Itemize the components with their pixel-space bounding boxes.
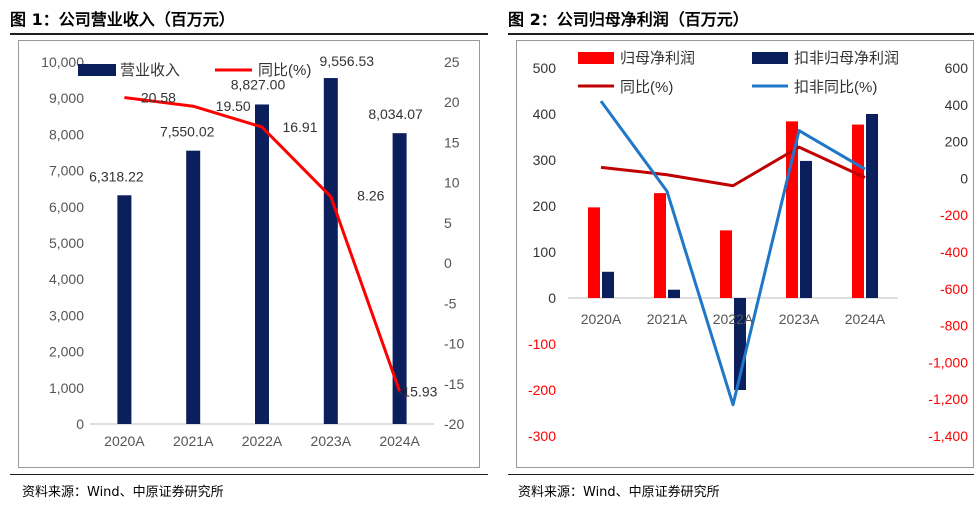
fig1-right-tick-label: 20	[444, 94, 460, 110]
fig1-bar-data-label: 9,556.53	[320, 53, 375, 69]
figure2-title-rule	[508, 33, 974, 35]
fig2-left-tick-label: -300	[528, 428, 556, 444]
fig1-line-data-label: -15.93	[398, 383, 438, 399]
figure1-bottom-rule	[10, 474, 488, 475]
fig2-right-tick-label: 0	[960, 170, 968, 186]
fig2-legend-label-yoy: 同比(%)	[620, 79, 673, 96]
fig1-right-tick-label: 25	[444, 54, 460, 70]
fig2-bar-net-profit-deducted	[866, 114, 878, 298]
fig2-category-label: 2022A	[713, 311, 754, 327]
fig1-left-tick-label: 7,000	[49, 163, 84, 179]
fig1-line-data-label: 16.91	[282, 119, 317, 135]
fig1-right-tick-label: 5	[444, 215, 452, 231]
fig1-legend-swatch-revenue	[78, 64, 116, 76]
fig1-right-tick-label: -10	[444, 336, 464, 352]
fig2-bar-net-profit-deducted	[602, 271, 614, 298]
figure1-title-rule	[10, 33, 488, 35]
fig2-left-tick-label: -100	[528, 336, 556, 352]
fig2-category-label: 2020A	[581, 311, 622, 327]
fig1-bar-revenue	[255, 104, 269, 425]
fig1-left-tick-label: 0	[76, 416, 84, 432]
fig2-bar-net-profit	[588, 207, 600, 298]
fig1-right-tick-label: 10	[444, 175, 460, 191]
figure2-bottom-rule	[508, 474, 974, 475]
fig1-right-tick-label: 0	[444, 255, 452, 271]
fig1-right-tick-label: -20	[444, 416, 464, 432]
figure1-source: 资料来源：Wind、中原证券研究所	[22, 485, 224, 500]
fig1-category-label: 2021A	[173, 433, 214, 449]
fig1-line-data-label: 20.58	[141, 90, 176, 106]
fig1-left-tick-label: 9,000	[49, 90, 84, 106]
fig1-category-label: 2020A	[104, 433, 145, 449]
fig1-category-label: 2023A	[311, 433, 352, 449]
fig1-line-data-label: 8.26	[357, 188, 384, 204]
fig2-line-yoy	[600, 145, 866, 188]
fig2-right-tick-label: -200	[940, 207, 968, 223]
fig2-bar-net-profit-deducted	[800, 160, 812, 298]
fig1-legend-label-revenue: 营业收入	[120, 62, 180, 79]
fig1-left-tick-label: 10,000	[41, 54, 84, 70]
fig2-left-tick-label: -200	[528, 382, 556, 398]
fig2-left-tick-label: 200	[533, 198, 557, 214]
fig1-bar-data-label: 8,034.07	[368, 106, 423, 122]
figure1-frame	[18, 40, 480, 468]
fig1-line-data-label: 19.50	[216, 98, 251, 114]
figure2-source: 资料来源：Wind、中原证券研究所	[518, 485, 720, 500]
fig1-right-tick-label: -5	[444, 295, 457, 311]
fig2-legend-swatch-net-profit	[578, 52, 614, 64]
fig1-left-tick-label: 2,000	[49, 344, 84, 360]
fig2-category-label: 2021A	[647, 311, 688, 327]
fig1-bar-data-label: 6,318.22	[89, 168, 144, 184]
fig2-bar-net-profit-deducted	[668, 289, 680, 298]
fig1-left-tick-label: 1,000	[49, 380, 84, 396]
fig2-right-tick-label: -600	[940, 281, 968, 297]
fig2-left-tick-label: 0	[548, 290, 556, 306]
fig1-bar-revenue	[392, 133, 407, 424]
fig2-legend-label-net-profit: 归母净利润	[620, 50, 695, 67]
fig2-right-tick-label: 200	[945, 134, 969, 150]
fig2-bar-net-profit	[786, 121, 798, 298]
fig2-category-label: 2024A	[845, 311, 886, 327]
figure2-frame	[516, 40, 974, 468]
fig2-right-tick-label: -1,000	[928, 354, 968, 370]
fig2-legend-swatch-net-profit-deducted	[752, 52, 788, 64]
fig1-left-tick-label: 4,000	[49, 271, 84, 287]
fig2-legend-label-yoy-deducted: 扣非同比(%)	[794, 79, 877, 96]
fig2-right-tick-label: 400	[945, 97, 969, 113]
fig1-bar-revenue	[186, 150, 201, 424]
fig2-category-label: 2023A	[779, 311, 820, 327]
fig1-category-label: 2024A	[379, 433, 420, 449]
fig1-right-tick-label: 15	[444, 134, 460, 150]
fig1-bar-data-label: 7,550.02	[160, 124, 215, 140]
fig2-left-tick-label: 500	[533, 60, 557, 76]
figure2-title: 图 2：公司归母净利润（百万元）	[508, 10, 749, 29]
fig1-left-tick-label: 6,000	[49, 199, 84, 215]
fig2-right-tick-label: -1,400	[928, 428, 968, 444]
fig1-left-tick-label: 8,000	[49, 126, 84, 142]
fig2-bar-net-profit	[720, 230, 732, 298]
fig2-bar-net-profit	[654, 193, 666, 298]
fig2-right-tick-label: -1,200	[928, 391, 968, 407]
fig1-bar-revenue	[117, 195, 132, 424]
fig2-left-tick-label: 300	[533, 152, 557, 168]
fig2-right-tick-label: 600	[945, 60, 969, 76]
fig1-left-tick-label: 5,000	[49, 235, 84, 251]
fig1-bar-data-label: 8,827.00	[231, 76, 286, 92]
fig1-left-tick-label: 3,000	[49, 307, 84, 323]
fig2-right-tick-label: -800	[940, 318, 968, 334]
fig2-line-yoy-deducted	[599, 100, 866, 407]
fig2-legend-label-net-profit-deducted: 扣非归母净利润	[794, 50, 899, 67]
fig1-legend-label-yoy: 同比(%)	[258, 62, 311, 79]
fig2-right-tick-label: -400	[940, 244, 968, 260]
figure1-title: 图 1：公司营业收入（百万元）	[10, 10, 235, 29]
fig1-category-label: 2022A	[242, 433, 283, 449]
fig1-bar-revenue	[323, 78, 338, 424]
fig1-right-tick-label: -15	[444, 376, 464, 392]
fig2-bar-net-profit	[852, 124, 864, 298]
fig2-left-tick-label: 100	[533, 244, 557, 260]
fig2-left-tick-label: 400	[533, 106, 557, 122]
